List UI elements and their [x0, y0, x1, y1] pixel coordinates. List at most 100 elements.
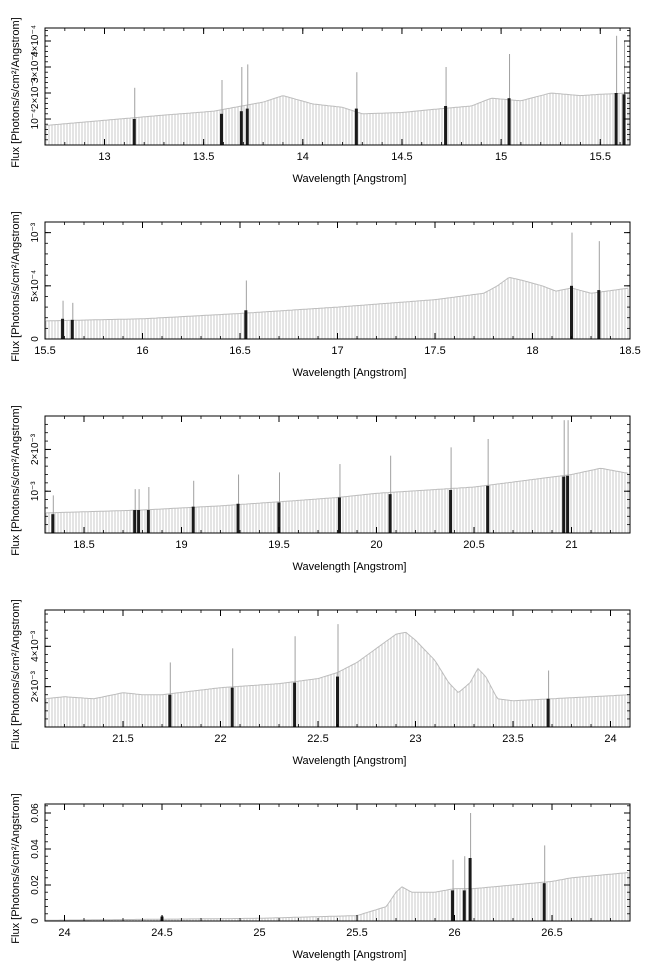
emission-line-bar: [244, 310, 248, 339]
y-axis-title: Flux [Photons/s/cm²/Angstrom]: [10, 211, 22, 361]
x-tick-label: 19: [175, 539, 187, 551]
emission-line-bar: [546, 698, 550, 727]
x-tick-label: 18: [526, 345, 538, 357]
x-tick-label: 21: [565, 539, 577, 551]
x-tick-label: 26: [448, 927, 460, 939]
y-tick-label: 4×10⁻⁴: [30, 25, 41, 57]
panel-3: 18.5 19 19.5 20 20.5 21 10⁻³ 2×10⁻³ Wavelength […: [10, 405, 631, 573]
x-tick-label: 14.5: [391, 151, 412, 163]
x-tick-label: 24: [604, 733, 616, 745]
emission-line-bar: [562, 476, 566, 533]
x-tick-label: 23: [409, 733, 421, 745]
x-axis-title: Wavelength [Angstrom]: [293, 561, 407, 573]
axes-frame: [44, 803, 631, 922]
emission-line-bar: [622, 94, 626, 145]
y-tick-label: 0: [30, 918, 41, 924]
emission-line-bar: [354, 108, 358, 145]
emission-line-bar: [277, 502, 281, 533]
emission-line-bar: [132, 119, 136, 145]
emission-line-bar: [507, 98, 511, 145]
emission-line-bar: [146, 510, 150, 533]
x-tick-label: 15.5: [34, 345, 55, 357]
panel-4: 21.5 22 22.5 23 23.5 24 2×10⁻³ 4×10⁻³ Wavelength…: [10, 599, 631, 767]
emission-line-bar: [449, 489, 453, 533]
continuum-envelope: [46, 467, 629, 514]
continuum-model: [45, 277, 629, 339]
x-tick-label: 22: [214, 733, 226, 745]
continuum-model: [45, 632, 629, 727]
axes-frame: [44, 27, 631, 146]
emission-line-bar: [137, 510, 141, 533]
y-tick-label: 0.04: [30, 839, 41, 859]
emission-line-bar: [168, 694, 172, 727]
x-tick-label: 24: [58, 927, 70, 939]
y-tick-label: 0.06: [30, 803, 41, 823]
x-tick-label: 17: [331, 345, 343, 357]
emission-line-bar: [614, 93, 618, 145]
x-tick-label: 15.5: [590, 151, 611, 163]
emission-line-bar: [486, 485, 490, 533]
emission-line-bar: [542, 883, 546, 921]
x-tick-label: 16.5: [229, 345, 250, 357]
y-tick-label: 2×10⁻³: [30, 433, 41, 465]
emission-line-bar: [245, 108, 249, 145]
emission-line-bar: [70, 319, 74, 339]
x-tick-label: 26.5: [541, 927, 562, 939]
y-tick-label: 0.02: [30, 875, 41, 895]
y-axis-title: Flux [Photons/s/cm²/Angstrom]: [10, 405, 22, 555]
emission-line-bar: [191, 506, 195, 533]
continuum-model: [45, 93, 629, 145]
y-tick-label: 4×10⁻³: [30, 630, 41, 662]
x-tick-label: 25: [253, 927, 265, 939]
y-tick-label: 2×10⁻³: [30, 670, 41, 702]
emission-line-bar: [230, 687, 234, 727]
emission-line-bar: [293, 682, 297, 727]
panel-1: 13 13.5 14 14.5 15 15.5 10⁻⁴2×10⁻⁴3×10⁻⁴4×10⁻⁴…: [10, 17, 631, 185]
y-axis-title: Flux [Photons/s/cm²/Angstrom]: [10, 793, 22, 943]
emission-line-bar: [336, 676, 339, 727]
x-axis-title: Wavelength [Angstrom]: [293, 173, 407, 185]
x-tick-label: 25.5: [346, 927, 367, 939]
y-tick-label: 5×10⁻⁴: [30, 270, 41, 302]
x-tick-label: 18.5: [619, 345, 640, 357]
x-axis-title: Wavelength [Angstrom]: [293, 755, 407, 767]
x-tick-label: 17.5: [424, 345, 445, 357]
y-tick-label: 10⁻³: [30, 222, 41, 242]
emission-line-bar: [597, 290, 601, 339]
x-tick-label: 15: [495, 151, 507, 163]
emission-line-bar: [133, 510, 137, 533]
y-tick-label: 10⁻⁴: [30, 109, 41, 130]
continuum-model: [45, 872, 629, 921]
continuum-envelope: [46, 872, 629, 921]
panel-5: 24 24.5 25 25.5 26 26.5 0 0.02 0.04 0.06 Wavelengt…: [10, 793, 631, 961]
emission-line-bar: [61, 318, 65, 339]
emission-line-bar: [388, 494, 392, 533]
emission-line-bar: [570, 285, 573, 339]
y-tick-label: 2×10⁻⁴: [30, 77, 41, 109]
y-tick-label: 10⁻³: [30, 481, 41, 501]
x-tick-label: 19.5: [268, 539, 289, 551]
x-tick-label: 20.5: [463, 539, 484, 551]
emission-line-bar: [51, 514, 55, 533]
x-axis-title: Wavelength [Angstrom]: [293, 367, 407, 379]
emission-line-bar: [337, 497, 341, 533]
x-tick-label: 23.5: [502, 733, 523, 745]
x-tick-label: 18.5: [73, 539, 94, 551]
x-tick-label: 22.5: [307, 733, 328, 745]
x-tick-label: 13.5: [193, 151, 214, 163]
x-tick-label: 13: [98, 151, 110, 163]
x-tick-label: 24.5: [151, 927, 172, 939]
x-tick-label: 21.5: [112, 733, 133, 745]
y-axis-title: Flux [Photons/s/cm²/Angstrom]: [10, 599, 22, 749]
emission-line-bar: [566, 475, 570, 533]
continuum-envelope: [46, 276, 629, 322]
emission-line-bar: [236, 503, 240, 533]
emission-line-bar: [239, 111, 243, 145]
emission-line-bar: [444, 106, 448, 145]
emission-line-bar: [219, 113, 223, 145]
y-tick-label: 0: [30, 336, 41, 342]
emission-line-bar: [451, 890, 455, 921]
continuum-envelope: [45, 631, 629, 702]
continuum-envelope: [45, 92, 629, 126]
